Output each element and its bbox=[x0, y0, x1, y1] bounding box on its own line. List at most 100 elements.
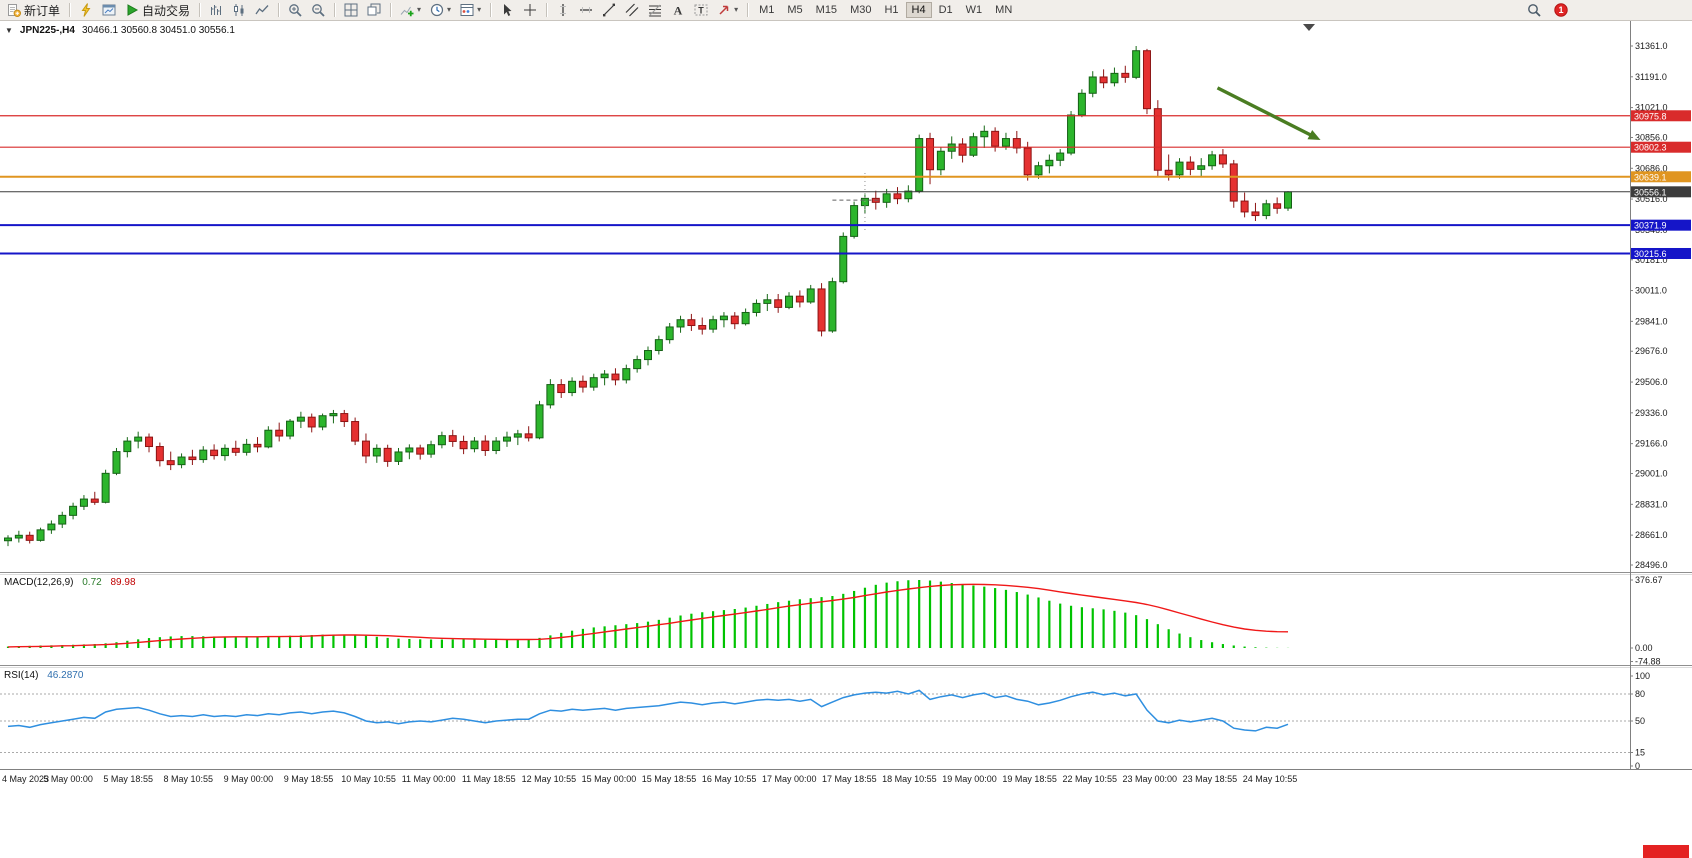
price-tick-label: 29676.0 bbox=[1635, 346, 1668, 356]
time-axis-label: 15 May 18:55 bbox=[642, 774, 697, 784]
vertical-line-button[interactable] bbox=[552, 1, 574, 19]
candle bbox=[1284, 190, 1292, 211]
price-tick-label: 30686.0 bbox=[1635, 163, 1668, 173]
trendline-button[interactable] bbox=[598, 1, 620, 19]
svg-text:T: T bbox=[698, 6, 704, 16]
indicators-button[interactable]: ▾ bbox=[396, 1, 425, 19]
toolbar: 新订单 自动交易 ▾ ▾ ▾ A T ▾ M1 M5 M15 M30 H1 H4 D1 W1 MN 1 bbox=[0, 0, 1692, 21]
chart-shift-marker-icon[interactable] bbox=[1303, 24, 1315, 31]
candle bbox=[101, 469, 110, 504]
macd-signal-line bbox=[7, 583, 1289, 648]
chart-header: ▼ JPN225-,H4 30466.1 30560.8 30451.0 305… bbox=[5, 25, 235, 36]
price-tick-label: 30011.0 bbox=[1635, 286, 1667, 296]
candle bbox=[318, 413, 327, 431]
candle bbox=[90, 491, 99, 505]
candle bbox=[448, 429, 457, 447]
bar-chart-button[interactable] bbox=[205, 1, 227, 19]
time-axis-label: 17 May 18:55 bbox=[822, 774, 877, 784]
candle bbox=[578, 375, 587, 393]
candle bbox=[36, 527, 45, 542]
price-badge: 30556.1 bbox=[1631, 186, 1691, 198]
candle bbox=[199, 446, 208, 463]
periods-button[interactable]: ▾ bbox=[426, 1, 455, 19]
equidistant-channel-button[interactable] bbox=[621, 1, 643, 19]
autotrading-button[interactable]: 自动交易 bbox=[121, 1, 194, 19]
timeframe-m1-button[interactable]: M1 bbox=[753, 2, 780, 18]
time-axis-label: 23 May 00:00 bbox=[1123, 774, 1178, 784]
text-label-button[interactable]: T bbox=[690, 1, 712, 19]
time-axis-label: 9 May 18:55 bbox=[284, 774, 334, 784]
candle bbox=[600, 370, 609, 386]
timeframe-m5-button[interactable]: M5 bbox=[781, 2, 808, 18]
rsi-tick-label: 100 bbox=[1635, 671, 1650, 681]
one-click-trading-toggle[interactable]: ▼ bbox=[5, 26, 13, 35]
search-button[interactable] bbox=[1523, 1, 1545, 19]
candle bbox=[741, 308, 750, 326]
candle bbox=[785, 292, 794, 310]
timeframe-mn-button[interactable]: MN bbox=[989, 2, 1018, 18]
candle bbox=[513, 429, 522, 446]
crosshair-icon bbox=[523, 3, 537, 17]
tile-windows-button[interactable] bbox=[340, 1, 362, 19]
candle bbox=[264, 426, 273, 449]
candle bbox=[1218, 149, 1227, 168]
bottom-right-indicator bbox=[1643, 845, 1689, 858]
zoom-out-button[interactable] bbox=[307, 1, 329, 19]
time-axis-label: 11 May 18:55 bbox=[462, 774, 516, 784]
crosshair-button[interactable] bbox=[519, 1, 541, 19]
dropdown-caret-icon: ▾ bbox=[417, 5, 422, 14]
price-tick-label: 29336.0 bbox=[1635, 408, 1668, 418]
text-button[interactable]: A bbox=[667, 1, 689, 19]
trend-arrow-annotation[interactable] bbox=[1216, 86, 1315, 138]
candle bbox=[589, 373, 598, 391]
timeframe-h4-button[interactable]: H4 bbox=[905, 2, 932, 18]
time-axis-label: 11 May 00:00 bbox=[402, 774, 456, 784]
candle bbox=[936, 147, 945, 176]
macd-indicator-label: MACD(12,26,9) 0.72 89.98 bbox=[4, 577, 136, 588]
time-axis-label: 18 May 10:55 bbox=[882, 774, 937, 784]
arrow-objects-button[interactable]: ▾ bbox=[713, 1, 742, 19]
candle bbox=[166, 451, 175, 471]
cascade-windows-button[interactable] bbox=[363, 1, 385, 19]
fibonacci-button[interactable] bbox=[644, 1, 666, 19]
candle bbox=[286, 418, 295, 440]
toolbar-right: 1 bbox=[1523, 1, 1572, 19]
time-axis-label: 24 May 10:55 bbox=[1243, 774, 1298, 784]
lightning-button[interactable] bbox=[75, 1, 97, 19]
templates-button[interactable]: ▾ bbox=[456, 1, 485, 19]
time-axis-label: 19 May 00:00 bbox=[942, 774, 997, 784]
candle bbox=[1088, 71, 1097, 98]
candle bbox=[1229, 159, 1238, 208]
candle bbox=[427, 440, 436, 458]
candle bbox=[763, 293, 772, 312]
new-order-button[interactable]: 新订单 bbox=[3, 1, 64, 19]
chart-window-button[interactable] bbox=[98, 1, 120, 19]
svg-text:30975.8: 30975.8 bbox=[1634, 111, 1667, 121]
candle bbox=[1045, 154, 1054, 174]
horizontal-line-button[interactable] bbox=[575, 1, 597, 19]
chart-canvas[interactable]: 31361.0 31191.0 31021.0 30856.0 30686.0 30516… bbox=[0, 20, 1692, 858]
price-tick-label: 30181.0 bbox=[1635, 255, 1668, 265]
price-tick-label: 30516.0 bbox=[1635, 194, 1668, 204]
macd-signal-value: 89.98 bbox=[110, 577, 136, 588]
candle bbox=[405, 444, 414, 460]
timeframe-m15-button[interactable]: M15 bbox=[810, 2, 843, 18]
cursor-button[interactable] bbox=[496, 1, 518, 19]
timeframe-m30-button[interactable]: M30 bbox=[844, 2, 877, 18]
candle bbox=[1262, 199, 1271, 220]
timeframe-d1-button[interactable]: D1 bbox=[933, 2, 959, 18]
notification-badge[interactable]: 1 bbox=[1550, 1, 1572, 19]
timeframe-w1-button[interactable]: W1 bbox=[960, 2, 989, 18]
candle bbox=[1056, 149, 1065, 167]
candle bbox=[69, 502, 78, 520]
candle bbox=[676, 315, 685, 333]
candle bbox=[177, 453, 186, 469]
time-axis-label: 12 May 10:55 bbox=[522, 774, 577, 784]
timeframe-h1-button[interactable]: H1 bbox=[878, 2, 904, 18]
line-chart-button[interactable] bbox=[251, 1, 273, 19]
time-axis-label: 9 May 00:00 bbox=[224, 774, 274, 784]
candlestick-chart-button[interactable] bbox=[228, 1, 250, 19]
rsi-indicator-label: RSI(14) 46.2870 bbox=[4, 670, 83, 681]
zoom-in-button[interactable] bbox=[284, 1, 306, 19]
price-tick-label: 29506.0 bbox=[1635, 377, 1668, 387]
